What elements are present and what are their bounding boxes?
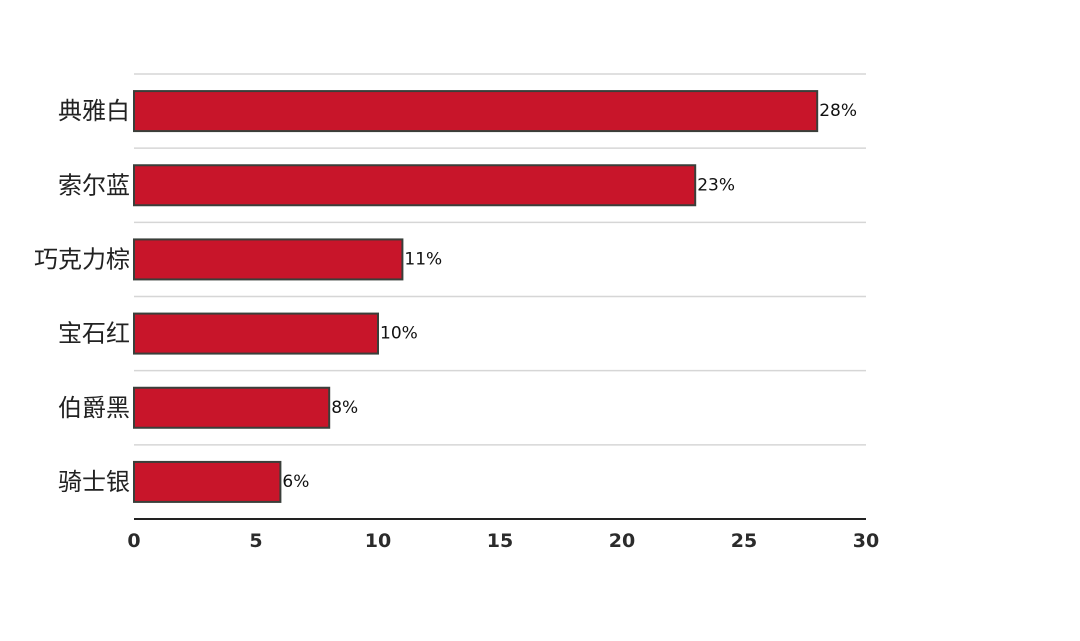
bar (133, 460, 282, 503)
bar (133, 238, 404, 281)
x-tick-label: 5 (249, 530, 262, 552)
x-tick-label: 25 (731, 530, 757, 552)
bar (133, 386, 331, 429)
data-label: 6% (282, 472, 309, 492)
bar (133, 164, 697, 207)
category-label: 典雅白 (58, 97, 130, 125)
category-label: 宝石红 (58, 320, 130, 348)
category-label: 巧克力棕 (34, 245, 130, 273)
bar (133, 312, 379, 355)
bar (133, 90, 819, 133)
x-tick-label: 30 (853, 530, 879, 552)
category-label: 伯爵黑 (58, 394, 130, 422)
x-tick-label: 20 (609, 530, 635, 552)
data-label: 11% (404, 249, 442, 269)
category-label: 骑士银 (58, 468, 130, 496)
data-label: 10% (380, 324, 418, 344)
x-tick-label: 10 (365, 530, 391, 552)
data-label: 8% (331, 398, 358, 418)
data-label: 28% (819, 101, 857, 121)
data-label: 23% (697, 175, 735, 195)
category-label: 索尔蓝 (58, 171, 130, 199)
x-tick-label: 0 (127, 530, 140, 552)
x-tick-label: 15 (487, 530, 513, 552)
